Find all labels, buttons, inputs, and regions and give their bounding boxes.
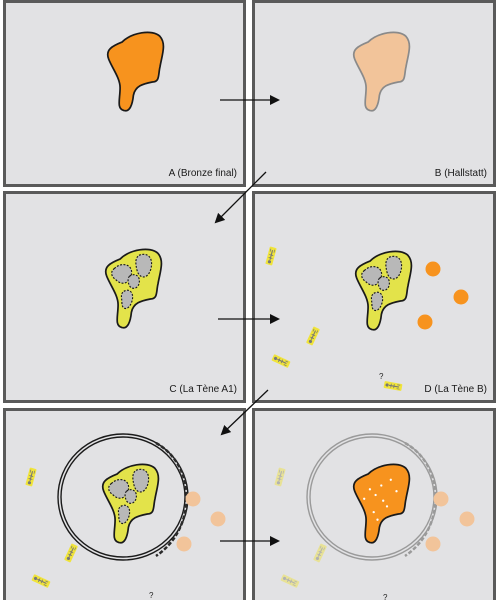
panel-c-la-tene-a1: C (La Tène A1) (3, 191, 246, 403)
burial-1 (24, 466, 38, 488)
orange-pit-3 (417, 314, 433, 330)
question-mark: ? (149, 591, 154, 600)
panel-d-label: D (La Tène B) (424, 384, 487, 395)
burial-3 (279, 573, 301, 589)
panel-b-label: B (Hallstatt) (434, 168, 487, 179)
burial-4 (382, 380, 404, 392)
panel-a-bronze-final: A (Bronze final) (3, 0, 246, 187)
site-enclosure-yellow (354, 250, 413, 331)
pale-orange-pit-1 (433, 491, 449, 507)
site-enclosure-orange (352, 463, 411, 544)
panel-b-hallstatt: B (Hallstatt) (252, 0, 496, 187)
panel-f: ? (252, 408, 496, 600)
question-mark: ? (379, 372, 384, 381)
burial-2 (312, 542, 328, 564)
panel-c-label: C (La Tène A1) (169, 384, 237, 395)
pale-orange-pit-3 (425, 536, 441, 552)
pale-orange-pit-1 (185, 491, 201, 507)
panel-a-label: A (Bronze final) (168, 168, 237, 179)
orange-pit-1 (425, 261, 441, 277)
site-enclosure-yellow (104, 248, 163, 329)
panel-e: ? (3, 408, 246, 600)
pale-orange-pit-2 (459, 511, 475, 527)
burial-3 (30, 573, 52, 589)
site-enclosure-pale (352, 31, 411, 112)
burial-3 (270, 353, 292, 369)
site-enclosure-yellow (101, 463, 160, 544)
burial-2 (305, 325, 321, 347)
pale-orange-pit-2 (210, 511, 226, 527)
site-enclosure-orange (106, 31, 165, 112)
question-mark: ? (383, 593, 388, 600)
panel-d-la-tene-b: ? D (La Tène B) (252, 191, 496, 403)
orange-pit-2 (453, 289, 469, 305)
pale-orange-pit-3 (176, 536, 192, 552)
burial-2 (63, 542, 79, 564)
burial-1 (264, 245, 278, 267)
burial-1 (273, 466, 287, 488)
